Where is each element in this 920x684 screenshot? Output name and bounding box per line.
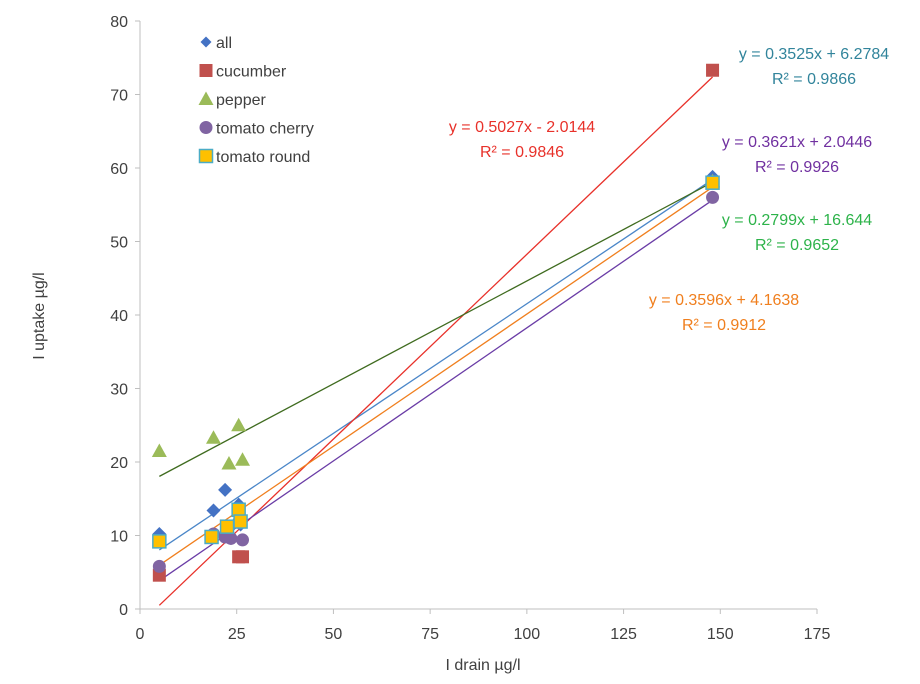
point-all [218, 482, 233, 497]
legend-label-tomato-cherry: tomato cherry [216, 121, 314, 138]
trendline-equations: y = 0.3525x + 6.2784 R² = 0.9866 y = 0.502… [449, 46, 889, 334]
trendline-pepper [159, 181, 713, 477]
x-tick-label: 150 [707, 626, 734, 643]
point-tomato-cherry [236, 533, 250, 547]
point-tomato-round [204, 529, 219, 545]
x-tick-label: 100 [514, 626, 541, 643]
legend-label-cucumber: cucumber [216, 64, 287, 81]
legend-marker-tomato-round [198, 148, 214, 164]
legend-label-all: all [216, 35, 232, 52]
y-axis-title: I uptake µg/l [31, 272, 48, 360]
r-squared-tomato-round: R² = 0.9912 [682, 317, 766, 334]
point-tomato-round [705, 175, 720, 190]
point-tomato-cherry [224, 531, 238, 545]
r-squared-cucumber: R² = 0.9846 [480, 144, 564, 161]
y-tick-label: 10 [110, 529, 128, 546]
y-tick-label: 60 [110, 161, 128, 178]
legend: all cucumber pepper tomato cherry tomato rou… [198, 35, 314, 166]
equation-tomato-cherry: y = 0.3621x + 2.0446 [722, 134, 872, 151]
trendlines [158, 76, 713, 606]
point-pepper [151, 443, 167, 457]
y-tick-label: 40 [110, 308, 128, 325]
trendline-all [158, 178, 713, 551]
point-all [206, 503, 221, 518]
x-axis-title: I drain µg/l [445, 657, 520, 674]
equation-all: y = 0.3525x + 6.2784 [739, 46, 889, 63]
point-tomato-cherry [152, 559, 166, 573]
point-tomato-cherry [706, 190, 720, 204]
point-tomato-round [152, 534, 167, 549]
y-tick-label: 70 [110, 88, 128, 105]
x-tick-label: 0 [136, 626, 145, 643]
equation-pepper: y = 0.2799x + 16.644 [722, 212, 872, 229]
r-squared-pepper: R² = 0.9652 [755, 237, 839, 254]
r-squared-tomato-cherry: R² = 0.9926 [755, 159, 839, 176]
point-pepper [235, 452, 251, 466]
y-tick-label: 80 [110, 14, 128, 31]
point-cucumber [706, 63, 720, 77]
legend-label-pepper: pepper [216, 92, 266, 109]
y-tick-label: 0 [119, 602, 128, 619]
r-squared-all: R² = 0.9866 [772, 71, 856, 88]
equation-tomato-round: y = 0.3596x + 4.1638 [649, 292, 799, 309]
legend-marker-tomato-cherry [199, 121, 213, 134]
point-cucumber [236, 550, 250, 564]
point-tomato-round [233, 514, 248, 529]
y-tick-label: 50 [110, 235, 128, 252]
x-tick-label: 75 [421, 626, 439, 643]
x-tick-label: 25 [228, 626, 246, 643]
y-tick-label: 20 [110, 455, 128, 472]
data-points [151, 63, 721, 582]
legend-marker-all [200, 36, 212, 48]
trendline-tomato-round [158, 186, 713, 566]
legend-marker-pepper [198, 91, 214, 105]
trendline-tomato-cherry [158, 199, 713, 582]
point-pepper [206, 430, 222, 444]
point-tomato-round [219, 519, 235, 534]
equation-cucumber: y = 0.5027x - 2.0144 [449, 119, 595, 136]
point-pepper [221, 455, 237, 470]
legend-label-tomato-round: tomato round [216, 149, 310, 166]
x-tick-label: 125 [610, 626, 637, 643]
ticks: 0 25 50 75 100 125 150 175 0 10 20 30 40 50 60 70 80 [110, 14, 830, 643]
point-pepper [231, 417, 247, 432]
x-tick-label: 50 [325, 626, 343, 643]
x-tick-label: 175 [804, 626, 831, 643]
legend-marker-cucumber [199, 64, 213, 77]
y-tick-label: 30 [110, 382, 128, 399]
